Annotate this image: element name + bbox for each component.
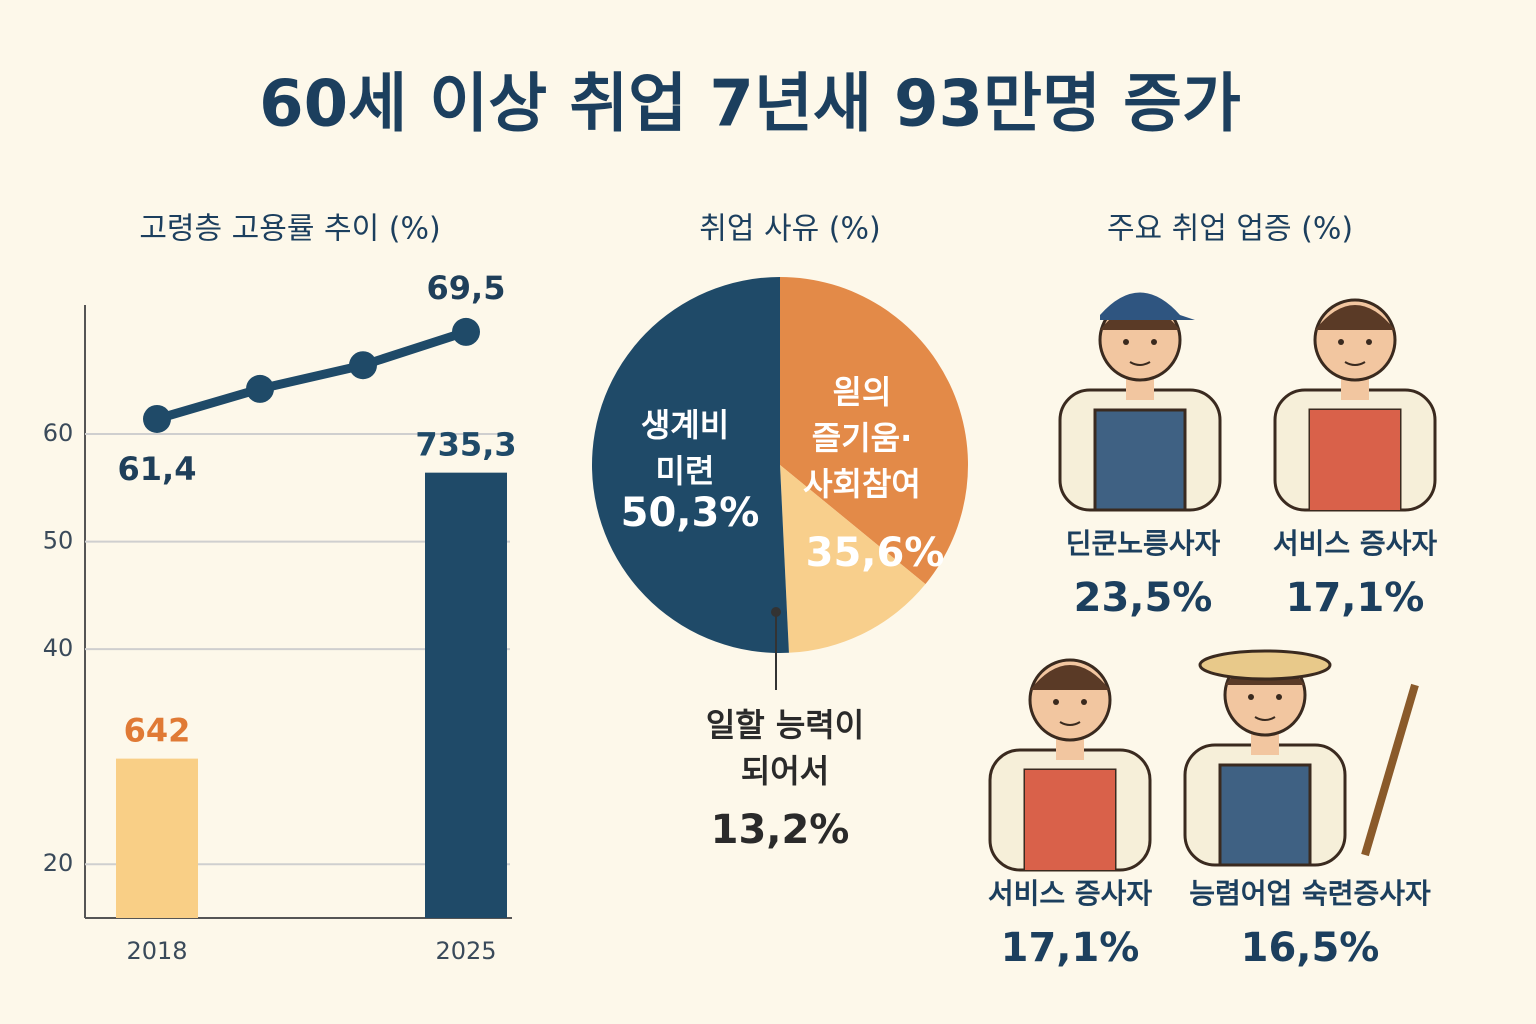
leader-dot xyxy=(771,607,781,617)
occupation-value: 16,5% xyxy=(1241,925,1380,971)
chart-title: 취업 사유 (%) xyxy=(699,212,880,247)
line xyxy=(155,327,468,424)
occupation-value: 17,1% xyxy=(1001,925,1140,971)
chart-title: 고령층 고용률 추이 (%) xyxy=(139,212,440,247)
occupation-value: 23,5% xyxy=(1074,575,1213,621)
y-tick-label: 20 xyxy=(43,849,74,877)
slice-value-label: 13,2% xyxy=(711,807,850,853)
occupation-label: 서비스 증사자 xyxy=(988,877,1153,910)
slice-value-label: 35,6% xyxy=(806,530,945,576)
occupation-value: 17,1% xyxy=(1286,575,1425,621)
y-tick-label: 40 xyxy=(43,634,74,662)
slice-value-label: 50,3% xyxy=(621,490,760,536)
page-title: 60세 이상 취업 7년새 93만명 증가 xyxy=(259,68,1241,142)
y-tick-label: 60 xyxy=(43,419,74,447)
x-tick-label: 2025 xyxy=(435,937,496,965)
slice-label: 생계비 미련 xyxy=(641,406,729,490)
point-value-label: 69,5 xyxy=(427,269,506,307)
y-tick-label: 50 xyxy=(43,527,74,555)
x-tick-label: 2018 xyxy=(126,937,187,965)
occupation-label: 딘쿤노릉사자 xyxy=(1066,527,1221,560)
illustrations xyxy=(988,292,1437,872)
point-value-label: 61,4 xyxy=(118,450,197,488)
bar xyxy=(116,758,198,918)
pie-slice xyxy=(591,277,789,653)
bar-value-label: 642 xyxy=(124,712,191,750)
line-point xyxy=(143,404,171,433)
occupation-label: 서비스 증사자 xyxy=(1273,527,1438,560)
line-point xyxy=(349,351,377,380)
line-point xyxy=(246,374,274,403)
bar xyxy=(425,472,507,918)
slice-label: 읟의 즐기움· 사회참여 xyxy=(803,373,921,503)
slice-label: 일할 능력이 되어서 xyxy=(706,706,864,790)
pie-slice xyxy=(780,277,968,585)
bar-value-label: 735,3 xyxy=(415,426,516,464)
section-title: 주요 취업 업증 (%) xyxy=(1107,212,1353,247)
line-point xyxy=(452,317,480,346)
pie-slice xyxy=(780,465,926,653)
occupation-label: 능렴어업 숙련증사자 xyxy=(1189,877,1431,910)
